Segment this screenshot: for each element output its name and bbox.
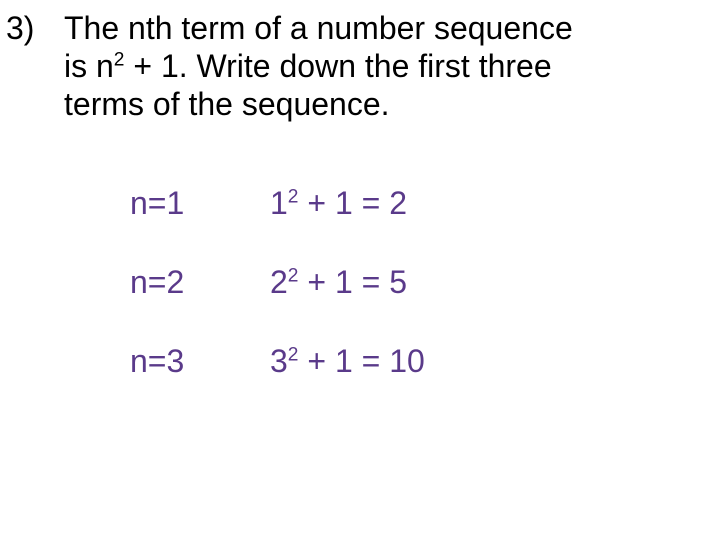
- rhs-exp: 2: [288, 344, 299, 365]
- rhs-exp: 2: [288, 265, 299, 286]
- answer-row: n=1 12 + 1 = 2: [130, 185, 425, 222]
- rhs-rest: + 1 = 10: [298, 343, 424, 379]
- answer-rows: n=1 12 + 1 = 2 n=2 22 + 1 = 5 n=3 32 + 1…: [130, 185, 425, 422]
- answer-lhs: n=2: [130, 264, 270, 301]
- question-line2-a: is n: [64, 48, 114, 84]
- question-number: 3): [6, 10, 34, 47]
- answer-rhs: 12 + 1 = 2: [270, 185, 407, 222]
- rhs-rest: + 1 = 2: [298, 185, 407, 221]
- rhs-base: 2: [270, 264, 288, 300]
- question-text: The nth term of a number sequence is n2 …: [64, 10, 684, 123]
- rhs-base: 1: [270, 185, 288, 221]
- answer-row: n=2 22 + 1 = 5: [130, 264, 425, 301]
- rhs-exp: 2: [288, 186, 299, 207]
- answer-row: n=3 32 + 1 = 10: [130, 343, 425, 380]
- question-line3: terms of the sequence.: [64, 86, 390, 122]
- question-line1: The nth term of a number sequence: [64, 10, 573, 46]
- question-line2-sup: 2: [114, 49, 125, 70]
- answer-lhs: n=1: [130, 185, 270, 222]
- answer-rhs: 22 + 1 = 5: [270, 264, 407, 301]
- question-line2-b: + 1. Write down the first three: [124, 48, 551, 84]
- rhs-rest: + 1 = 5: [298, 264, 407, 300]
- page: 3) The nth term of a number sequence is …: [0, 0, 720, 540]
- answer-lhs: n=3: [130, 343, 270, 380]
- answer-rhs: 32 + 1 = 10: [270, 343, 425, 380]
- rhs-base: 3: [270, 343, 288, 379]
